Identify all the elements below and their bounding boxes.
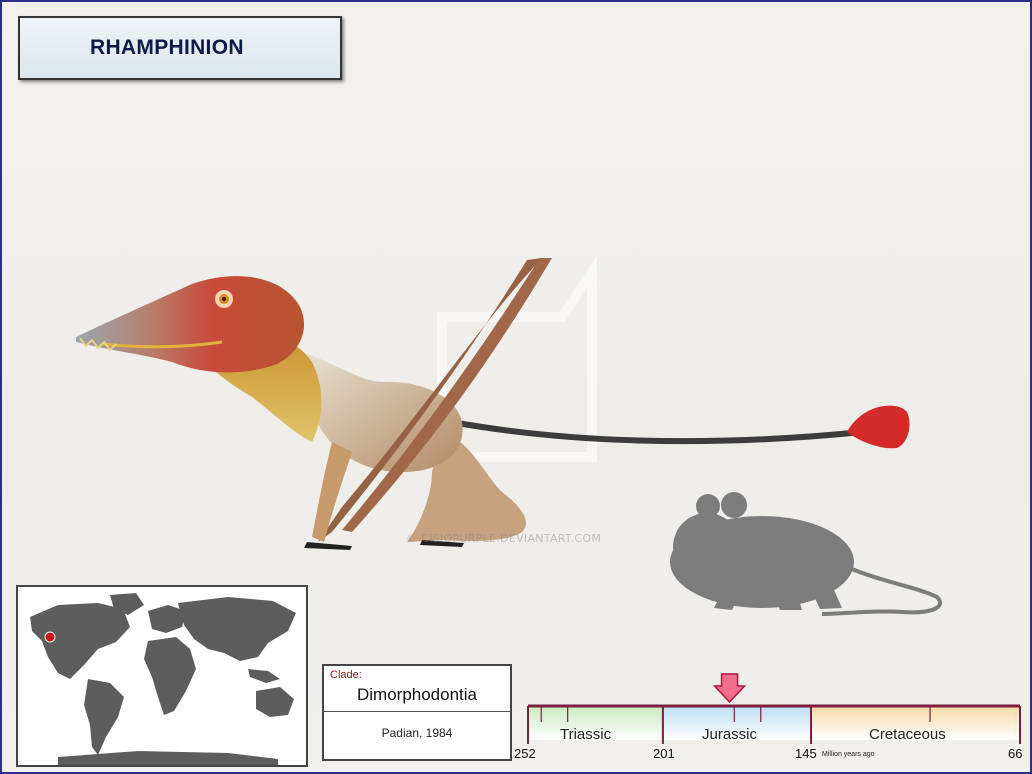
teeth	[79, 337, 117, 352]
clade-name: Dimorphodontia	[356, 685, 477, 704]
title-box: RHAMPHINION	[18, 16, 342, 80]
tail	[449, 419, 865, 445]
page-title: RHAMPHINION	[90, 36, 244, 59]
tail-vane	[847, 405, 910, 449]
period-band-jurassic	[662, 706, 812, 740]
folded-wing-left	[318, 258, 542, 542]
time-marker-arrow	[712, 673, 747, 704]
clade-box: Clade: Dimorphodontia Padian, 1984	[322, 664, 512, 761]
clade-label: Clade:	[330, 669, 362, 681]
tick-label-66: 66	[1008, 746, 1023, 761]
tick-label-252: 252	[514, 746, 536, 761]
period-band-triassic	[528, 706, 663, 740]
watermark-text: © CISIOPURPLE.DEVIANTART.COM	[406, 532, 602, 545]
head	[76, 276, 305, 373]
world-map-icon	[30, 593, 296, 765]
tick-label-201: 201	[653, 746, 675, 761]
period-label-triassic: Triassic	[560, 726, 612, 743]
timeline-axis	[527, 673, 1021, 744]
location-marker	[44, 631, 56, 643]
geologic-timeline: Triassic Jurassic Cretaceous 252 201 145…	[514, 670, 1030, 772]
period-label-jurassic: Jurassic	[702, 726, 758, 743]
folded-wing-right	[342, 258, 552, 532]
period-label-cretaceous: Cretaceous	[869, 726, 946, 743]
tick-label-145: 145	[795, 746, 817, 761]
clade-author: Padian, 1984	[381, 726, 453, 740]
world-map	[16, 585, 308, 767]
mouse-silhouette	[670, 492, 942, 616]
period-band-cretaceous	[811, 706, 1020, 740]
claws	[304, 542, 352, 550]
divider	[324, 711, 510, 712]
unit-label: Million years ago	[822, 751, 875, 758]
